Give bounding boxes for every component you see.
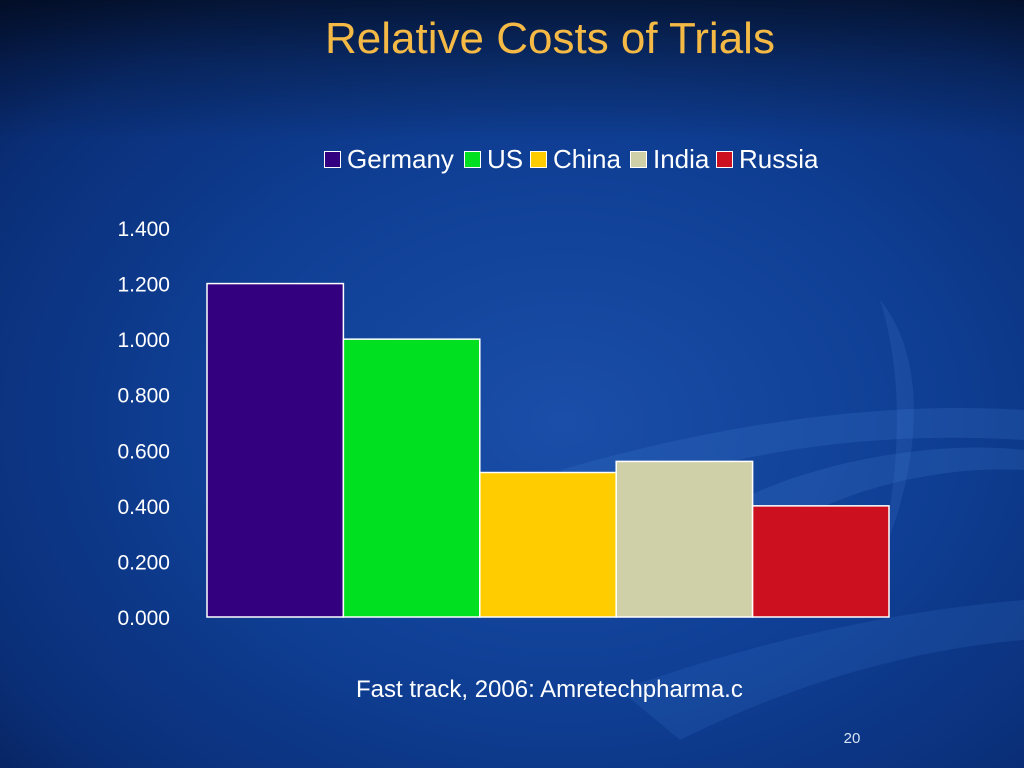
legend-label: China — [553, 143, 621, 174]
source-note: Fast track, 2006: Amretechpharma.c — [356, 676, 746, 710]
y-tick-label: 1.200 — [117, 274, 170, 297]
y-tick-label: 0.800 — [117, 385, 170, 408]
legend-item-china: China — [530, 144, 621, 174]
legend-swatch — [716, 150, 733, 168]
legend-label: Russia — [739, 143, 818, 174]
bar-china — [479, 471, 617, 618]
y-tick-label: 0.600 — [117, 440, 170, 463]
bar-us — [342, 338, 481, 618]
y-tick-label: 0.200 — [117, 551, 170, 574]
bar-india — [615, 460, 754, 618]
page-number: 20 — [843, 730, 861, 747]
legend-label: India — [653, 143, 710, 174]
legend-swatch — [324, 150, 341, 168]
legend-label: US — [487, 143, 524, 174]
chart-legend: Germany US China India Russia — [318, 138, 818, 178]
legend-item-russia: Russia — [716, 144, 818, 174]
slide-title: Relative Costs of Trials — [325, 14, 775, 63]
legend-item-germany: Germany — [324, 144, 454, 174]
legend-swatch — [630, 150, 647, 168]
bar-russia — [751, 505, 890, 618]
source-text: Fast track, 2006: Amretechpharma.c — [356, 676, 743, 703]
bar-germany — [206, 282, 345, 618]
legend-item-us: US — [464, 144, 523, 174]
legend-swatch — [464, 150, 481, 168]
legend-item-india: India — [630, 144, 709, 174]
y-tick-label: 0.400 — [117, 496, 170, 519]
legend-label: Germany — [347, 143, 454, 174]
legend-swatch — [530, 150, 547, 168]
y-tick-label: 1.000 — [117, 329, 170, 352]
top-shade — [0, 0, 1024, 140]
y-tick-label: 0.000 — [117, 607, 170, 630]
y-tick-label: 1.400 — [117, 218, 170, 241]
